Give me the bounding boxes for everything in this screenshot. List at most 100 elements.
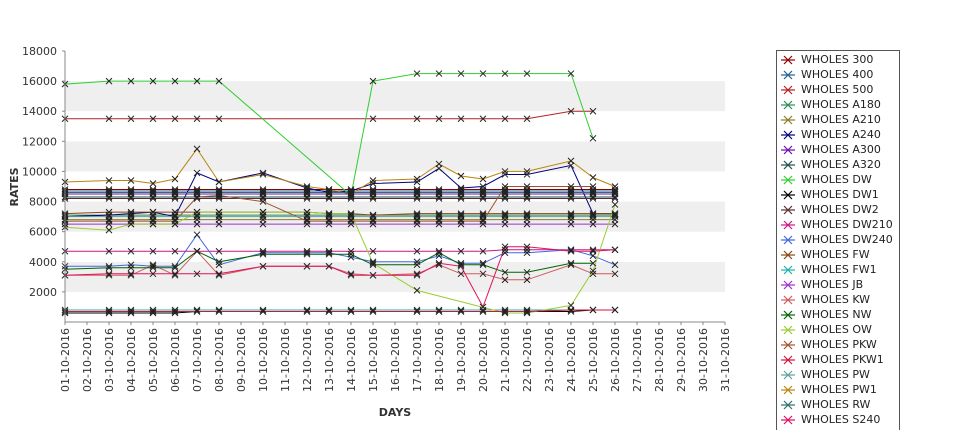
data-point (523, 195, 531, 202)
data-point (567, 259, 575, 267)
data-point (479, 303, 487, 311)
data-point (105, 177, 113, 184)
data-point (127, 247, 135, 255)
y-tick-label: 8000 (29, 196, 57, 209)
legend-item: WHOLES DW240 (777, 233, 899, 247)
data-point (127, 213, 135, 220)
data-point (523, 308, 531, 315)
data-point (171, 213, 179, 220)
data-point (501, 195, 509, 202)
data-point (611, 213, 619, 220)
x-tick-label: 09-10-2016 (235, 328, 248, 392)
legend-item: WHOLES FW1 (777, 263, 899, 277)
data-point (149, 115, 157, 123)
legend-item: WHOLES KW (777, 293, 899, 307)
data-point (567, 157, 575, 165)
legend-item: WHOLES JB (777, 278, 899, 292)
legend-label: WHOLES DW240 (801, 233, 893, 246)
data-point (457, 247, 465, 255)
data-point (501, 210, 509, 217)
data-point (193, 306, 201, 314)
legend-marker-icon (781, 310, 795, 320)
legend-marker-icon (781, 400, 795, 410)
data-point (369, 247, 377, 255)
data-point (567, 70, 575, 77)
x-tick-label: 27-10-2016 (631, 328, 644, 392)
data-point (413, 247, 421, 255)
data-point (193, 77, 201, 85)
data-point (501, 213, 509, 220)
data-point (171, 175, 179, 183)
legend-label: WHOLES FW1 (801, 263, 877, 276)
data-point (303, 183, 311, 190)
x-tick-label: 11-10-2016 (279, 328, 292, 392)
data-point (501, 220, 509, 228)
data-point (523, 168, 531, 175)
data-point (435, 195, 443, 202)
data-point (369, 271, 377, 279)
series-line (64, 250, 593, 273)
x-tick-label: 04-10-2016 (125, 328, 138, 392)
legend-label: WHOLES DW210 (801, 218, 893, 231)
legend-item: WHOLES OW (777, 323, 899, 337)
x-tick-label: 07-10-2016 (191, 328, 204, 392)
data-point (369, 220, 377, 228)
data-point (347, 306, 355, 314)
data-point (413, 189, 421, 196)
data-point (567, 246, 575, 254)
data-point (413, 270, 421, 278)
data-point (567, 261, 575, 269)
data-point (193, 247, 201, 255)
data-point (479, 70, 487, 77)
data-point (171, 264, 179, 272)
legend-item: WHOLES PKW (777, 338, 899, 352)
data-point (435, 189, 443, 196)
y-axis-title: RATES (8, 167, 21, 206)
legend-label: WHOLES KW (801, 293, 871, 306)
y-tick-label: 18000 (22, 45, 57, 58)
data-point (413, 271, 421, 279)
legend-item: WHOLES A300 (777, 143, 899, 157)
data-point (501, 168, 509, 175)
data-point (105, 264, 113, 272)
data-point (149, 187, 157, 195)
data-point (105, 306, 113, 314)
data-point (435, 160, 443, 168)
legend-marker-icon (781, 160, 795, 170)
data-point (171, 309, 179, 317)
x-tick-label: 28-10-2016 (653, 328, 666, 392)
legend-item: WHOLES 500 (777, 83, 899, 97)
data-point (457, 210, 465, 217)
data-point (413, 308, 421, 315)
grid-bands (65, 51, 725, 322)
data-point (457, 189, 465, 196)
data-point (479, 189, 487, 196)
legend-item: WHOLES PW1 (777, 383, 899, 397)
data-point (501, 309, 509, 317)
data-point (149, 309, 157, 317)
data-point (259, 249, 267, 257)
data-point (105, 220, 113, 228)
data-point (325, 186, 333, 193)
data-point (105, 271, 113, 279)
data-point (567, 107, 575, 115)
x-tick-label: 20-10-2016 (477, 328, 490, 392)
data-point (105, 211, 113, 219)
data-point (523, 243, 531, 251)
data-point (369, 258, 377, 266)
data-point (369, 259, 377, 267)
grid-band (65, 231, 725, 262)
data-point (325, 308, 333, 315)
data-point (347, 213, 355, 220)
legend-marker-icon (781, 85, 795, 95)
data-point (413, 115, 421, 123)
data-point (413, 195, 421, 202)
data-point (127, 220, 135, 228)
legend-label: WHOLES DW1 (801, 188, 879, 201)
data-point (193, 189, 201, 196)
data-point (193, 220, 201, 228)
data-point (589, 134, 597, 142)
data-point (149, 262, 157, 270)
legend-label: WHOLES OW (801, 323, 872, 336)
data-point (303, 262, 311, 270)
